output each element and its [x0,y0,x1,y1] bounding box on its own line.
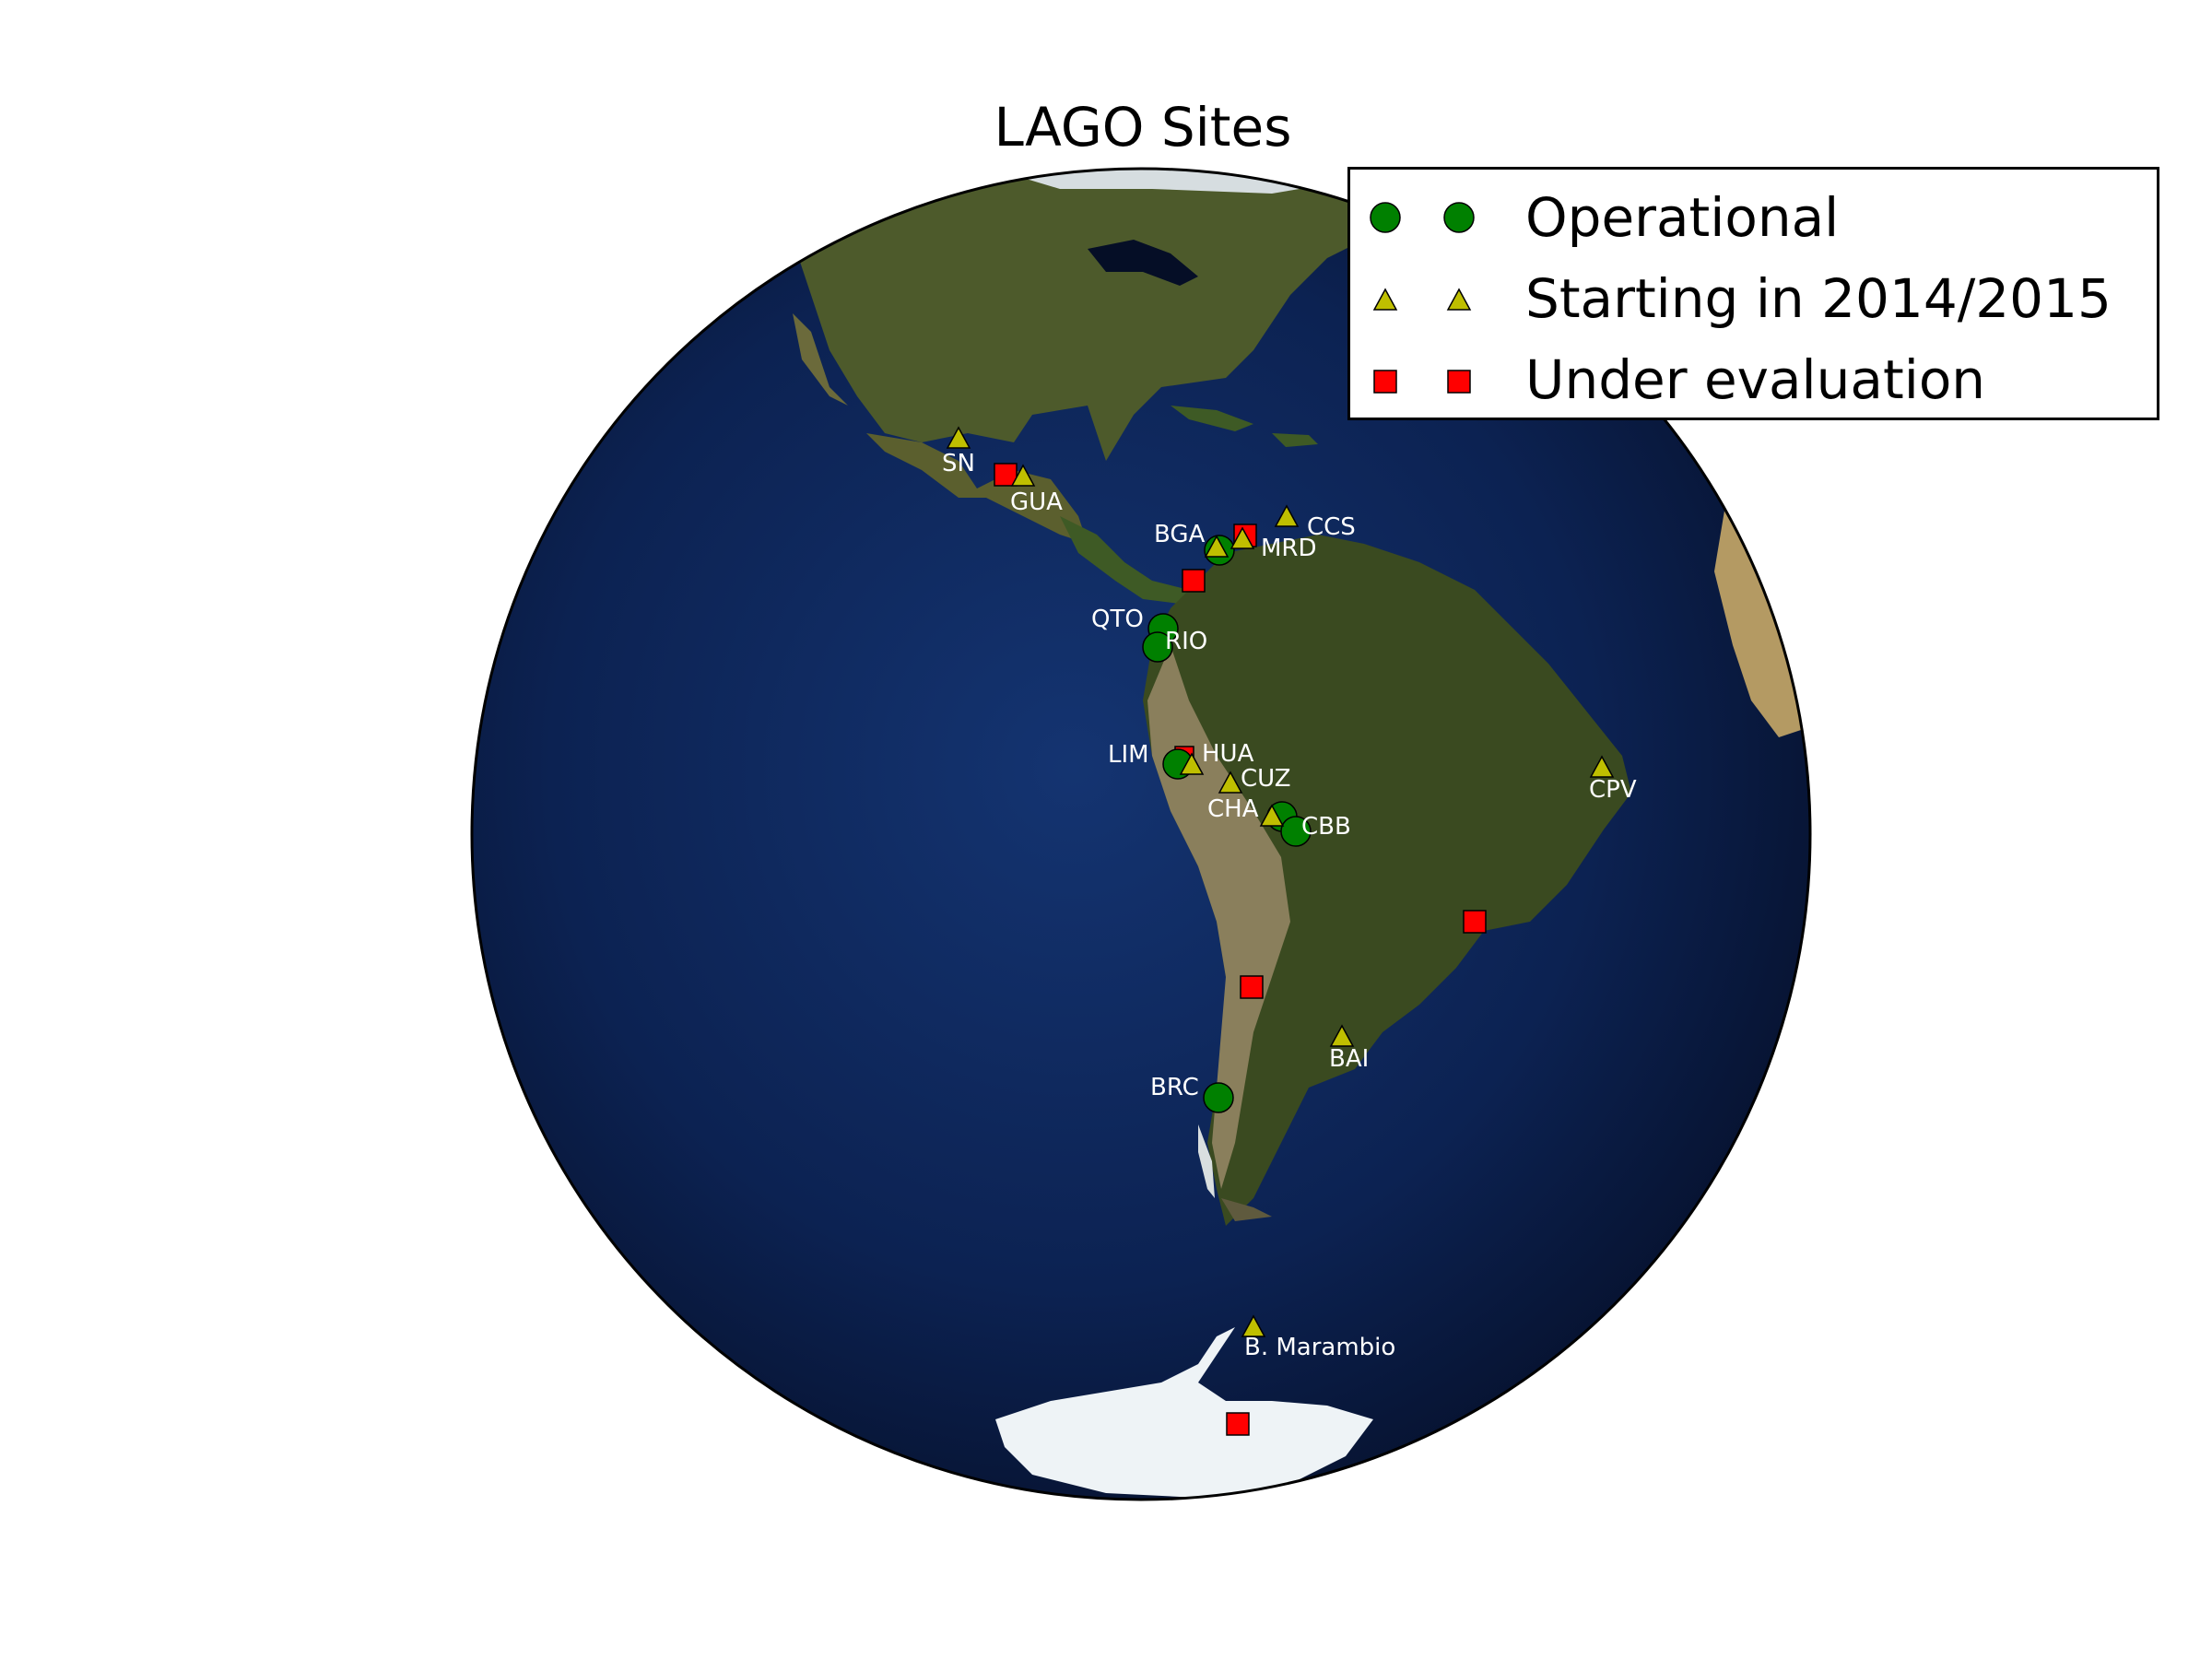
site-marker-operational [1142,631,1173,663]
legend-label-operational: Operational [1525,186,1840,249]
site-label-cbb: CBB [1301,813,1351,841]
under-evaluation-markers [994,463,1487,1436]
site-marker-starting [1274,504,1300,527]
site-marker-starting [1259,804,1285,827]
legend-item-under-evaluation: Under evaluation [1350,345,2157,418]
baja-california [793,313,848,406]
site-marker-under-evaluation [1463,910,1487,934]
site-marker-starting [1010,464,1036,487]
site-marker-starting [1218,771,1243,794]
globe-ocean [472,169,1810,1500]
north-america-land [793,175,1401,461]
site-marker-starting [1329,1024,1355,1047]
hispaniola [1272,433,1318,447]
site-marker-under-evaluation [1226,1412,1250,1436]
site-marker-starting [1589,755,1615,778]
operational-markers [1142,535,1312,1113]
site-label-bai: BAI [1329,1045,1369,1073]
legend-item-starting: Starting in 2014/2015 [1350,264,2157,337]
site-label-ccs: CCS [1307,513,1356,541]
site-marker-starting [1230,526,1255,549]
tierra-del-fuego [1221,1198,1272,1221]
green-circle-icon [1370,202,1475,233]
site-marker-under-evaluation [994,463,1018,487]
legend-label-under-evaluation: Under evaluation [1525,348,1986,411]
andes-highlands [1147,645,1290,1189]
site-label-mrd: MRD [1261,535,1317,562]
site-label-hua: HUA [1202,740,1254,768]
site-label-bga: BGA [1154,521,1206,548]
site-marker-operational [1280,816,1312,847]
site-label-brc: BRC [1150,1074,1199,1101]
south-america-land [1143,535,1631,1226]
site-label-qto: QTO [1091,606,1144,633]
legend-item-operational: Operational [1350,181,2157,254]
site-label-cpv: CPV [1589,776,1637,804]
site-marker-starting [946,426,971,449]
cuba [1171,406,1253,431]
site-label-gua: GUA [1010,488,1063,516]
patagonia-ice [1198,1124,1215,1198]
site-marker-starting [1179,752,1205,775]
site-marker-starting [1241,1314,1266,1337]
site-label-cuz: CUZ [1241,765,1291,793]
antarctica [995,1327,1373,1498]
red-square-icon [1373,370,1471,394]
site-labels: SN GUA BGA CCS MRD QTO RIO LIM HUA CUZ C… [942,450,1637,1361]
site-marker-starting [1204,535,1230,558]
yellow-triangle-icon [1372,288,1472,311]
site-marker-operational [1203,1082,1234,1113]
legend-label-starting: Starting in 2014/2015 [1525,267,2112,330]
central-america [1060,516,1189,604]
mexico-land [866,433,1088,544]
site-label-lim: LIM [1108,741,1149,769]
map-legend: Operational Starting in 2014/2015 Under … [1347,167,2159,420]
great-lakes [1088,240,1198,286]
site-label-sn: SN [942,450,975,477]
site-label-marambio: B. Marambio [1244,1334,1395,1361]
site-marker-under-evaluation [1182,569,1206,593]
site-label-cha: CHA [1207,795,1259,823]
map-title: LAGO Sites [994,96,1292,159]
site-marker-under-evaluation [1240,975,1264,999]
starting-markers [946,426,1615,1337]
site-label-rio: RIO [1165,628,1207,655]
globe-outline [470,167,1812,1501]
